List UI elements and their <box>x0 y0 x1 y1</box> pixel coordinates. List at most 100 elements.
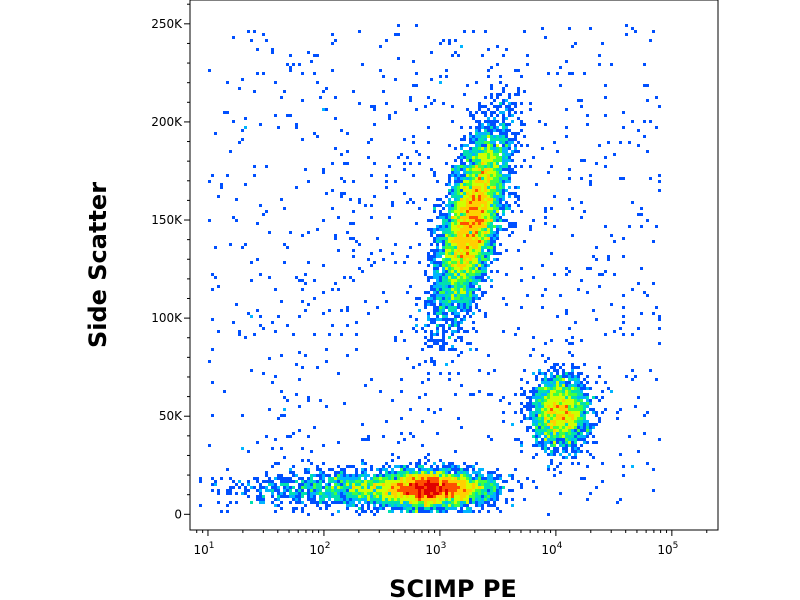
data-point <box>433 171 436 174</box>
data-point <box>655 96 658 99</box>
data-point <box>445 183 448 186</box>
data-point <box>325 507 328 510</box>
data-point <box>367 492 370 495</box>
data-point <box>259 495 262 498</box>
data-point <box>244 117 247 120</box>
data-point <box>487 504 490 507</box>
data-point <box>340 486 343 489</box>
data-point <box>538 420 541 423</box>
data-point <box>475 168 478 171</box>
data-point <box>538 120 541 123</box>
data-point <box>379 474 382 477</box>
data-point <box>349 486 352 489</box>
data-point <box>430 303 433 306</box>
data-point <box>331 501 334 504</box>
data-point <box>289 501 292 504</box>
data-point <box>268 483 271 486</box>
data-point <box>406 492 409 495</box>
data-point <box>298 315 301 318</box>
data-point <box>463 231 466 234</box>
data-point <box>574 399 577 402</box>
data-point <box>421 465 424 468</box>
data-point <box>517 195 520 198</box>
x-tick-label-3: 104 <box>541 541 562 557</box>
data-point <box>451 264 454 267</box>
data-point <box>241 447 244 450</box>
data-point <box>262 33 265 36</box>
data-point <box>457 477 460 480</box>
data-point <box>454 39 457 42</box>
data-point <box>556 435 559 438</box>
data-point <box>640 213 643 216</box>
data-point <box>280 300 283 303</box>
data-point <box>535 417 538 420</box>
data-point <box>385 468 388 471</box>
data-point <box>448 261 451 264</box>
data-point <box>454 318 457 321</box>
data-point <box>427 279 430 282</box>
data-point <box>370 480 373 483</box>
data-point <box>439 486 442 489</box>
data-point <box>256 309 259 312</box>
data-point <box>355 510 358 513</box>
data-point <box>475 471 478 474</box>
data-point <box>364 486 367 489</box>
data-point <box>352 474 355 477</box>
data-point <box>484 279 487 282</box>
data-point <box>469 510 472 513</box>
data-point <box>541 414 544 417</box>
data-point <box>442 216 445 219</box>
data-point <box>430 255 433 258</box>
data-point <box>559 366 562 369</box>
data-point <box>502 120 505 123</box>
data-point <box>376 510 379 513</box>
data-point <box>376 237 379 240</box>
data-point <box>415 474 418 477</box>
data-point <box>238 87 241 90</box>
data-point <box>628 225 631 228</box>
data-point <box>442 327 445 330</box>
data-point <box>457 300 460 303</box>
data-point <box>280 483 283 486</box>
data-point <box>547 411 550 414</box>
data-point <box>295 363 298 366</box>
data-point <box>430 249 433 252</box>
data-point <box>445 285 448 288</box>
data-point <box>562 441 565 444</box>
data-point <box>427 228 430 231</box>
data-point <box>442 267 445 270</box>
data-point <box>478 144 481 147</box>
data-point <box>433 174 436 177</box>
data-point <box>280 495 283 498</box>
data-point <box>289 435 292 438</box>
data-point <box>439 213 442 216</box>
data-point <box>547 513 550 516</box>
data-point <box>478 156 481 159</box>
data-point <box>349 237 352 240</box>
data-point <box>439 297 442 300</box>
data-point <box>493 198 496 201</box>
data-point <box>475 330 478 333</box>
data-point <box>439 276 442 279</box>
data-point <box>331 189 334 192</box>
data-point <box>493 210 496 213</box>
data-point <box>439 504 442 507</box>
data-point <box>496 483 499 486</box>
data-point <box>370 483 373 486</box>
data-point <box>493 186 496 189</box>
data-point <box>451 297 454 300</box>
data-point <box>418 465 421 468</box>
data-point <box>325 108 328 111</box>
data-point <box>532 372 535 375</box>
data-point <box>433 297 436 300</box>
data-point <box>472 114 475 117</box>
data-point <box>520 402 523 405</box>
data-point <box>565 339 568 342</box>
data-point <box>448 495 451 498</box>
data-point <box>463 219 466 222</box>
data-point <box>523 159 526 162</box>
data-point <box>247 450 250 453</box>
data-point <box>346 474 349 477</box>
data-point <box>469 306 472 309</box>
data-point <box>481 225 484 228</box>
